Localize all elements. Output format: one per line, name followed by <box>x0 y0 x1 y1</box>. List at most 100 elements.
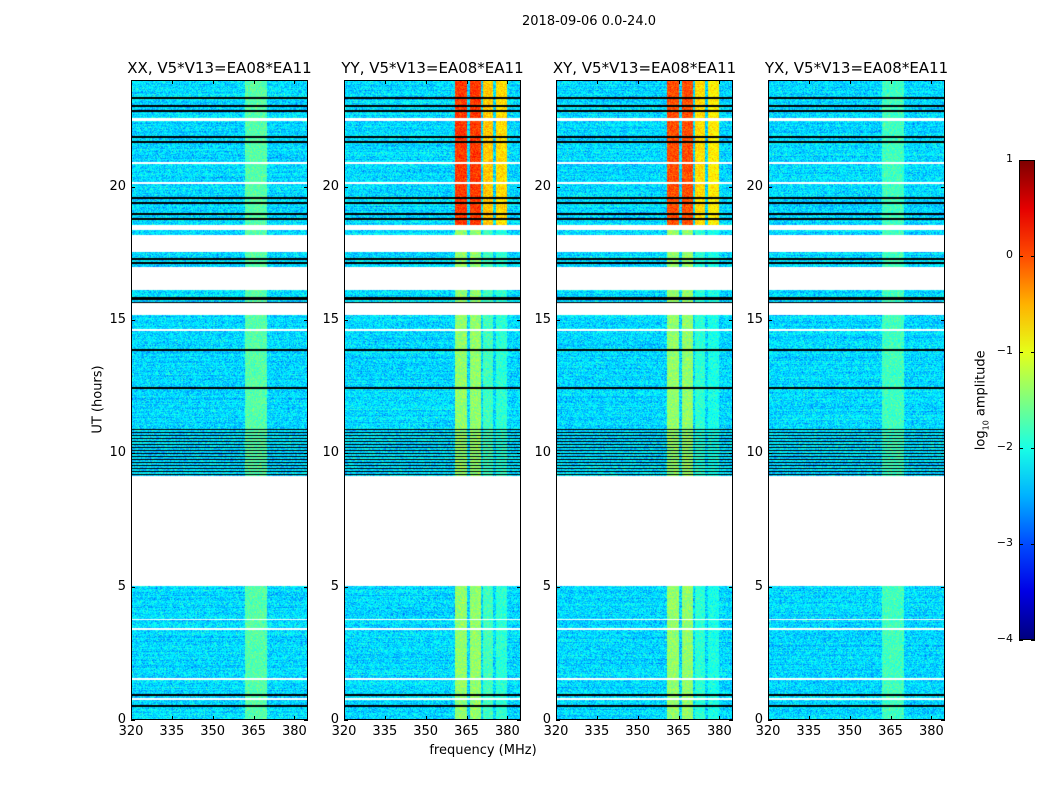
y-tick-label: 5 <box>754 578 763 594</box>
x-tick-mark <box>678 716 680 720</box>
x-tick-mark <box>596 716 598 720</box>
y-tick-mark <box>344 320 348 321</box>
y-tick-mark <box>131 720 135 721</box>
panel-title: YY, V5*V13=EA08*EA11 <box>341 59 524 77</box>
colorbar-tick-label: 0 <box>1006 248 1013 261</box>
y-tick-mark <box>941 186 945 188</box>
x-tick-mark <box>768 80 769 84</box>
x-tick-label: 380 <box>494 724 520 739</box>
x-tick-label: 365 <box>241 724 266 739</box>
panel-title: XY, V5*V13=EA08*EA11 <box>552 59 737 77</box>
y-tick-mark <box>941 320 945 321</box>
x-tick-mark <box>890 80 892 84</box>
y-tick-mark <box>131 186 135 188</box>
y-tick-mark <box>768 320 772 321</box>
y-tick-label: 15 <box>534 312 551 327</box>
y-tick-mark <box>768 453 772 455</box>
panel-title: XX, V5*V13=EA08*EA11 <box>127 59 312 77</box>
y-tick-mark <box>556 186 560 188</box>
x-tick-mark <box>808 80 810 84</box>
y-tick-mark <box>941 586 945 588</box>
x-tick-mark <box>425 716 427 720</box>
x-tick-mark <box>719 80 721 84</box>
x-tick-mark <box>808 716 810 720</box>
x-tick-label: 335 <box>159 724 185 739</box>
x-tick-mark <box>637 716 639 720</box>
x-tick-label: 365 <box>878 724 903 739</box>
y-tick-mark <box>941 453 945 455</box>
x-tick-mark <box>556 716 557 720</box>
colorbar-tick-label: −3 <box>996 536 1013 549</box>
y-tick-mark <box>768 720 772 721</box>
x-tick-mark <box>931 716 933 720</box>
x-tick-mark <box>931 80 933 84</box>
y-tick-mark <box>304 186 308 188</box>
x-tick-label: 350 <box>413 724 439 739</box>
x-tick-mark <box>171 716 173 720</box>
y-tick-mark <box>304 320 308 321</box>
y-tick-label: 5 <box>117 578 126 594</box>
y-tick-label: 15 <box>109 312 126 327</box>
x-tick-label: 350 <box>625 724 651 739</box>
y-tick-mark <box>131 586 135 588</box>
x-tick-mark <box>890 716 892 720</box>
x-tick-mark <box>466 80 468 84</box>
x-tick-label: 335 <box>372 724 398 739</box>
y-tick-label: 10 <box>534 445 551 461</box>
x-tick-mark <box>556 80 557 84</box>
spectrogram-panel <box>556 80 733 720</box>
y-tick-label: 20 <box>534 178 551 194</box>
y-tick-mark <box>729 720 733 721</box>
x-tick-mark <box>384 80 386 84</box>
y-tick-mark <box>517 453 521 455</box>
y-tick-label: 0 <box>754 712 763 727</box>
y-tick-mark <box>304 453 308 455</box>
x-tick-label: 380 <box>281 724 307 739</box>
x-tick-mark <box>507 716 509 720</box>
y-tick-mark <box>556 453 560 455</box>
colorbar-tick-mark <box>1031 352 1035 353</box>
x-tick-mark <box>131 80 132 84</box>
colorbar-tick-mark <box>1031 160 1035 161</box>
y-tick-mark <box>768 186 772 188</box>
colorbar-tick-mark <box>1019 448 1023 449</box>
y-tick-label: 20 <box>322 178 339 194</box>
x-axis-label: frequency (MHz) <box>429 743 537 758</box>
y-tick-mark <box>131 320 135 321</box>
spectrogram-panel <box>131 80 308 720</box>
y-tick-label: 5 <box>330 578 339 594</box>
x-tick-mark <box>507 80 509 84</box>
y-tick-mark <box>729 586 733 588</box>
figure-title: 2018-09-06 0.0-24.0 <box>522 14 656 29</box>
y-tick-mark <box>344 186 348 188</box>
y-tick-mark <box>556 320 560 321</box>
y-tick-mark <box>556 586 560 588</box>
y-tick-mark <box>304 720 308 721</box>
colorbar-tick-mark <box>1019 352 1023 353</box>
y-tick-mark <box>517 586 521 588</box>
y-tick-label: 0 <box>330 712 339 727</box>
colorbar-tick-mark <box>1031 448 1035 449</box>
x-tick-mark <box>253 80 255 84</box>
y-tick-mark <box>517 320 521 321</box>
y-tick-label: 10 <box>109 445 126 461</box>
y-tick-label: 5 <box>542 578 551 594</box>
colorbar-tick-mark <box>1019 640 1023 641</box>
y-tick-label: 10 <box>746 445 763 461</box>
y-tick-mark <box>729 186 733 188</box>
x-tick-mark <box>384 716 386 720</box>
x-tick-mark <box>294 80 296 84</box>
y-tick-label: 0 <box>542 712 551 727</box>
x-tick-mark <box>719 716 721 720</box>
colorbar-tick-mark <box>1031 640 1035 641</box>
colorbar <box>1019 160 1035 640</box>
x-tick-mark <box>425 80 427 84</box>
x-tick-mark <box>466 716 468 720</box>
colorbar-tick-mark <box>1019 544 1023 545</box>
x-tick-label: 365 <box>666 724 691 739</box>
x-tick-label: 320 <box>331 724 357 739</box>
colorbar-tick-label: −1 <box>996 344 1013 357</box>
y-tick-mark <box>729 453 733 455</box>
x-tick-mark <box>253 716 255 720</box>
colorbar-tick-label: 1 <box>1006 152 1013 165</box>
